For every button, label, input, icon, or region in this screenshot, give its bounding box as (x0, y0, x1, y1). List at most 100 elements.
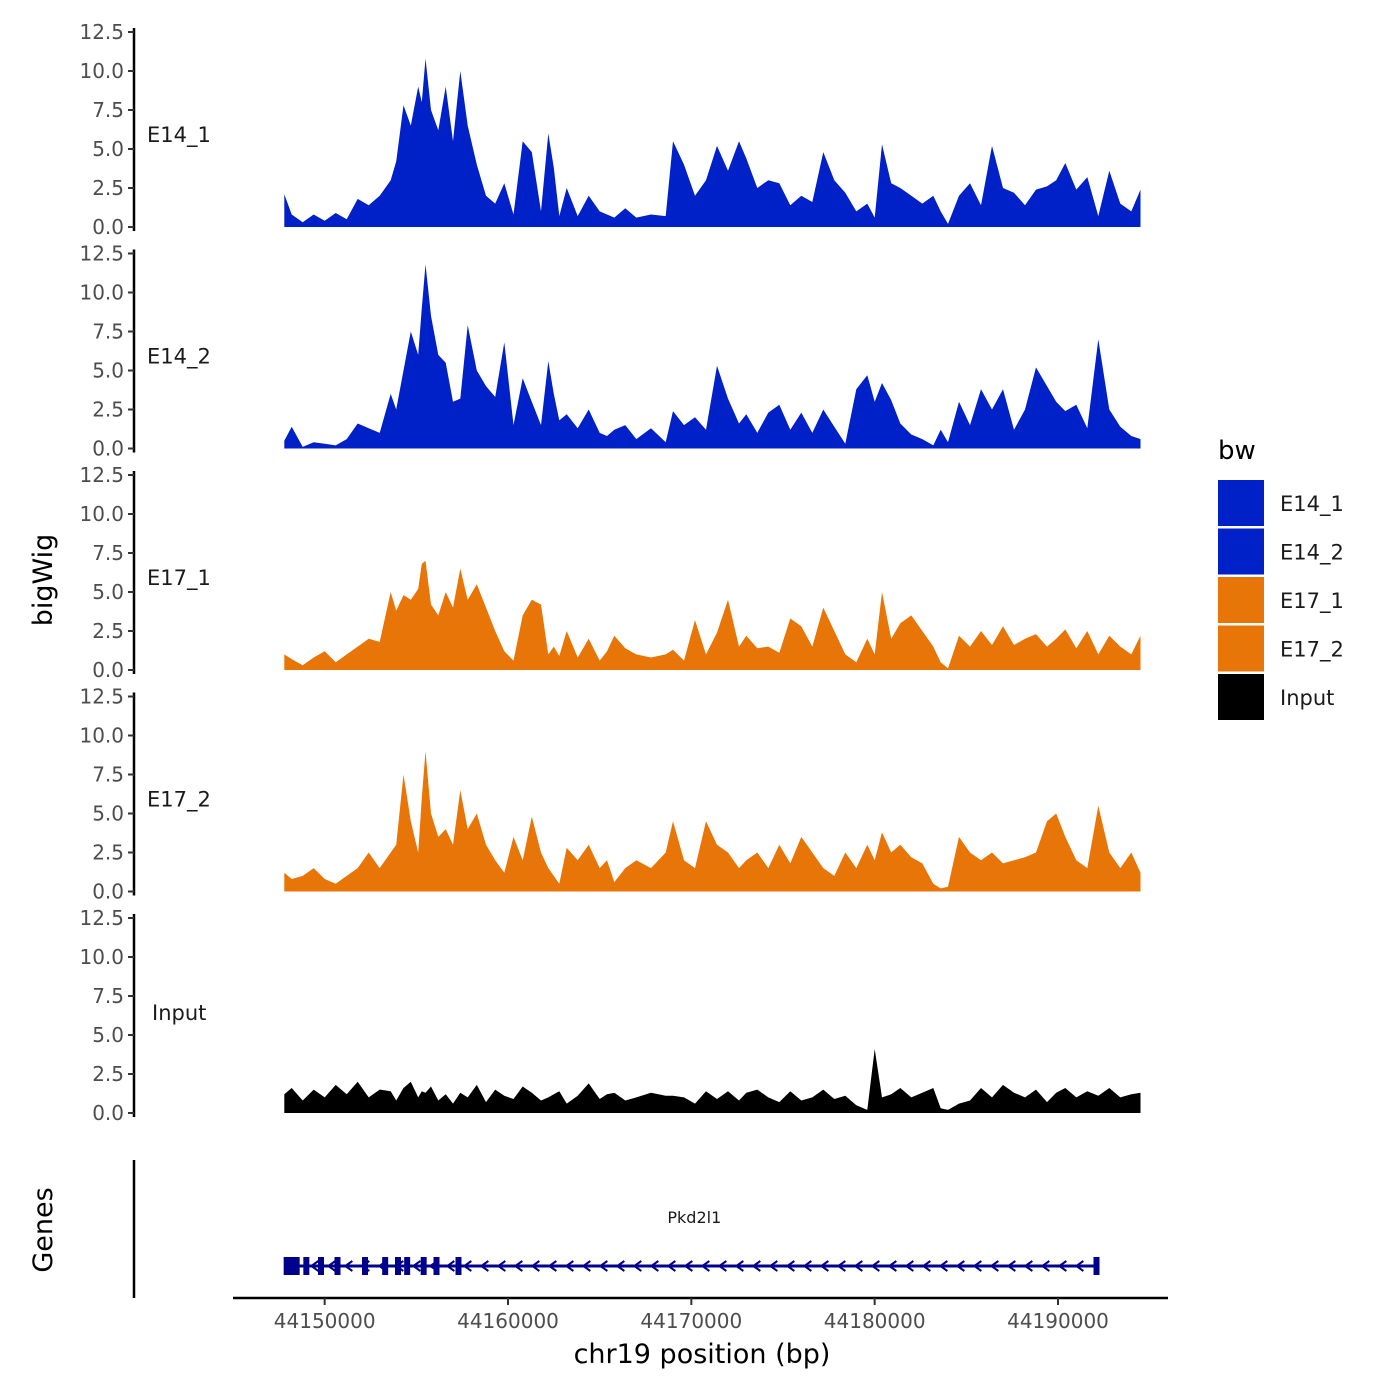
legend-label: E14_2 (1280, 541, 1344, 566)
tracks: 0.0 2.5 5.0 7.5 10.0 12.5 E14_1 0.0 2.5 5.0 7.5 10.… (79, 20, 1141, 1125)
y-tick-label: 5.0 (92, 1023, 124, 1047)
strand-arrow (632, 1260, 642, 1272)
y-tick-label: 2.5 (92, 398, 124, 422)
exon (362, 1257, 368, 1275)
strand-arrow (700, 1260, 710, 1272)
track-e17-1: 0.0 2.5 5.0 7.5 10.0 12.5 E17_1 (79, 463, 1141, 682)
track-e14-2: 0.0 2.5 5.0 7.5 10.0 12.5 E14_2 (79, 242, 1141, 461)
track-e17-2: 0.0 2.5 5.0 7.5 10.0 12.5 E17_2 (79, 685, 1141, 904)
x-tick-label: 44190000 (1007, 1309, 1109, 1333)
y-axis-title: bigWig (28, 534, 59, 627)
exon (1093, 1257, 1100, 1275)
strand-arrow (462, 1260, 472, 1272)
strand-arrow (785, 1260, 795, 1272)
track-label: E17_2 (147, 788, 211, 813)
strand-arrow (989, 1260, 999, 1272)
strand-arrow (1040, 1260, 1050, 1272)
strand-arrow (717, 1260, 727, 1272)
y-tick-label: 12.5 (79, 906, 124, 930)
strand-arrow (649, 1260, 659, 1272)
y-tick-label: 12.5 (79, 20, 124, 44)
coverage-area (284, 1049, 1141, 1113)
strand-arrow (343, 1260, 353, 1272)
track-label: Input (152, 1001, 206, 1025)
x-tick-label: 44160000 (457, 1309, 559, 1333)
y-tick-label: 7.5 (92, 320, 124, 344)
legend-label: E17_1 (1280, 589, 1344, 614)
strand-arrow (751, 1260, 761, 1272)
y-tick-label: 0.0 (92, 437, 124, 461)
y-tick-label: 0.0 (92, 1101, 124, 1125)
strand-arrow (904, 1260, 914, 1272)
x-tick-label: 44180000 (824, 1309, 926, 1333)
strand-arrow (445, 1260, 455, 1272)
y-tick-label: 2.5 (92, 841, 124, 865)
legend-entry: E14_2 (1218, 528, 1344, 575)
y-tick-label: 12.5 (79, 463, 124, 487)
y-tick-label: 7.5 (92, 98, 124, 122)
exon (283, 1257, 300, 1275)
legend-label: Input (1280, 686, 1334, 710)
y-tick-label: 10.0 (79, 281, 124, 305)
strand-arrow (921, 1260, 931, 1272)
strand-arrow (734, 1260, 744, 1272)
strand-arrow (309, 1260, 319, 1272)
y-tick-label: 10.0 (79, 945, 124, 969)
gene-pkd2l1: Pkd2l1 (283, 1208, 1100, 1275)
genes-axis-title: Genes (28, 1187, 59, 1272)
y-tick-label: 10.0 (79, 59, 124, 83)
strand-arrow (1006, 1260, 1016, 1272)
legend-swatch (1218, 480, 1264, 526)
legend-swatch (1218, 625, 1264, 672)
strand-arrow (819, 1260, 829, 1272)
gene-label: Pkd2l1 (667, 1208, 721, 1227)
y-tick-label: 0.0 (92, 215, 124, 239)
y-tick-label: 2.5 (92, 1062, 124, 1086)
exon (382, 1257, 389, 1275)
y-tick-label: 0.0 (92, 658, 124, 682)
y-tick-label: 7.5 (92, 541, 124, 565)
x-axis: 44150000 44160000 44170000 44180000 44190000 (233, 1296, 1168, 1333)
legend-label: E14_1 (1280, 492, 1344, 517)
legend-swatch (1218, 674, 1264, 720)
strand-arrow (615, 1260, 625, 1272)
y-tick-label: 2.5 (92, 619, 124, 643)
strand-arrow (564, 1260, 574, 1272)
exon (455, 1257, 462, 1275)
strand-arrow (972, 1260, 982, 1272)
exon (433, 1257, 440, 1275)
strand-arrow (1023, 1260, 1033, 1272)
strand-arrow (836, 1260, 846, 1272)
track-label: E14_2 (147, 345, 211, 370)
legend-entry: Input (1218, 674, 1334, 720)
exon (303, 1257, 310, 1275)
exon (318, 1257, 324, 1275)
track-e14-1: 0.0 2.5 5.0 7.5 10.0 12.5 E14_1 (79, 20, 1141, 239)
exon (395, 1257, 401, 1275)
y-tick-label: 12.5 (79, 242, 124, 266)
y-tick-label: 0.0 (92, 880, 124, 904)
y-tick-label: 10.0 (79, 502, 124, 526)
coverage-area (284, 264, 1141, 449)
x-axis-title: chr19 position (bp) (574, 1339, 831, 1370)
strand-arrow (547, 1260, 557, 1272)
strand-arrow (513, 1260, 523, 1272)
exon (420, 1257, 427, 1275)
legend-title: bw (1218, 436, 1256, 466)
strand-arrow (1074, 1260, 1084, 1272)
x-tick-label: 44170000 (640, 1309, 742, 1333)
y-tick-label: 2.5 (92, 176, 124, 200)
coverage-area (284, 560, 1141, 670)
strand-arrow (479, 1260, 489, 1272)
gene-panel: Pkd2l1 (132, 1160, 1100, 1298)
exon (404, 1257, 411, 1275)
y-tick-label: 5.0 (92, 359, 124, 383)
strand-arrow (938, 1260, 948, 1272)
strand-arrow (496, 1260, 506, 1272)
strand-arrow (411, 1260, 421, 1272)
strand-arrow (768, 1260, 778, 1272)
legend-entry: E17_2 (1218, 625, 1344, 672)
y-tick-label: 5.0 (92, 580, 124, 604)
strand-arrow (802, 1260, 812, 1272)
legend-swatch (1218, 528, 1264, 575)
